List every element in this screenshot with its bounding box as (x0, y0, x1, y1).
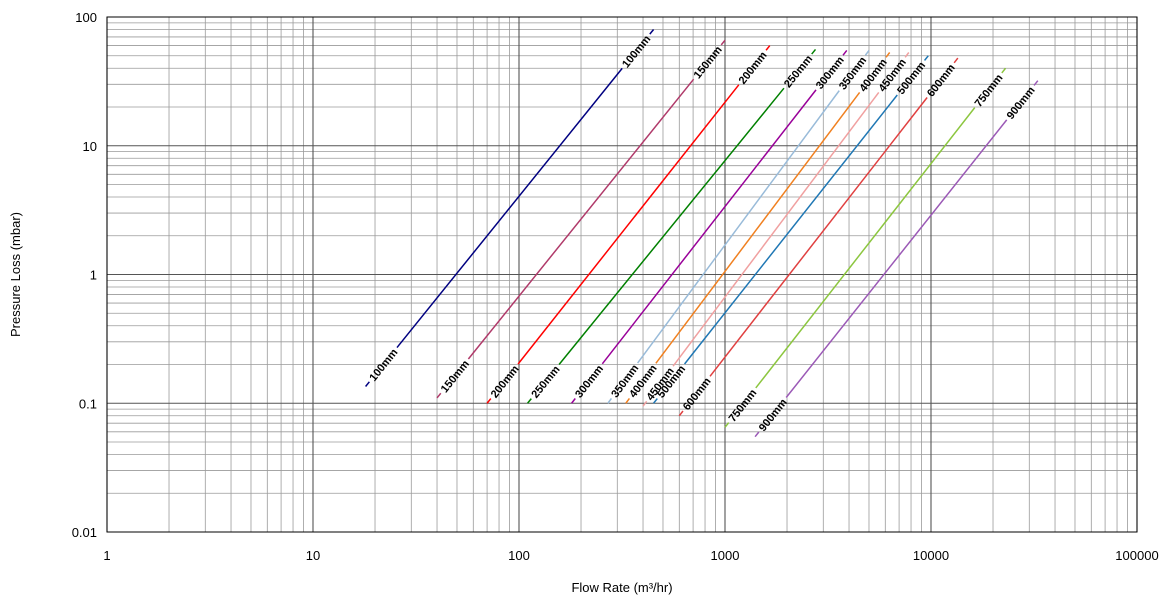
series-line-900mm (754, 431, 760, 438)
series-label-750mm: 750mm (973, 72, 1006, 109)
series-line-900mm (785, 119, 1008, 398)
y-tick-label: 0.1 (79, 396, 97, 411)
series-line-300mm (842, 49, 848, 56)
series-line-100mm (649, 29, 655, 35)
series-line-350mm (637, 90, 840, 364)
series-line-450mm (904, 52, 910, 58)
x-tick-label: 1 (103, 548, 110, 563)
series-line-150mm (436, 392, 442, 399)
series-line-400mm (885, 52, 891, 58)
x-tick-label: 10000 (913, 548, 949, 563)
y-tick-label: 10 (83, 139, 97, 154)
series-label-200mm: 200mm (489, 363, 522, 400)
series-line-350mm (864, 49, 870, 56)
series-label-300mm: 300mm (573, 363, 606, 400)
series-line-900mm (1033, 80, 1039, 86)
series-label-150mm: 150mm (439, 358, 472, 395)
series-label-250mm: 250mm (529, 364, 562, 401)
series-line-100mm (396, 67, 623, 349)
series-line-150mm (720, 39, 726, 46)
series-line-450mm (672, 92, 880, 367)
series-line-200mm (765, 45, 771, 51)
series-line-300mm (570, 398, 576, 404)
series-line-200mm (517, 84, 740, 365)
series-label-100mm: 100mm (620, 33, 653, 70)
x-tick-label: 100000 (1115, 548, 1158, 563)
series-line-250mm (558, 87, 785, 365)
x-tick-label: 10 (306, 548, 320, 563)
x-axis-title: Flow Rate (m³/hr) (571, 580, 672, 595)
series-line-400mm (625, 398, 631, 404)
series-line-350mm (607, 397, 613, 404)
series-lines (365, 29, 1039, 438)
series-label-100mm: 100mm (367, 347, 400, 384)
grid (106, 16, 1138, 533)
series-line-250mm (526, 398, 532, 404)
plot-border (106, 16, 1138, 533)
series-label-600mm: 600mm (681, 375, 714, 412)
series-label-750mm: 750mm (727, 387, 760, 424)
y-tick-label: 1 (90, 268, 97, 283)
series-line-450mm (642, 400, 648, 407)
series-line-150mm (467, 78, 695, 360)
series-line-500mm (683, 94, 898, 365)
series-label-600mm: 600mm (925, 62, 958, 99)
series-label-150mm: 150mm (692, 44, 725, 81)
series-line-600mm (709, 97, 928, 377)
series-line-100mm (365, 381, 370, 387)
y-tick-label: 100 (75, 10, 97, 25)
series-line-250mm (811, 48, 817, 55)
series-line-750mm (724, 422, 730, 428)
x-tick-label: 100 (508, 548, 530, 563)
series-line-500mm (923, 55, 929, 61)
series-line-300mm (601, 89, 817, 365)
series-label-900mm: 900mm (757, 397, 790, 434)
series-line-500mm (652, 398, 658, 404)
y-tick-label: 0.01 (72, 525, 97, 540)
x-tick-label: 1000 (711, 548, 740, 563)
series-label-900mm: 900mm (1005, 85, 1038, 122)
y-axis-title: Pressure Loss (mbar) (8, 212, 23, 337)
series-labels: 100mm100mm150mm150mm200mm200mm250mm250mm… (367, 33, 1037, 434)
series-line-750mm (1001, 67, 1007, 74)
series-line-200mm (486, 398, 492, 404)
series-line-600mm (953, 57, 959, 64)
series-line-600mm (678, 410, 684, 417)
tick-labels: 1 10 100 1000 10000 100000 0.01 0.1 1 10 100 (72, 10, 1159, 563)
series-line-400mm (655, 92, 861, 364)
series-line-750mm (755, 107, 976, 389)
